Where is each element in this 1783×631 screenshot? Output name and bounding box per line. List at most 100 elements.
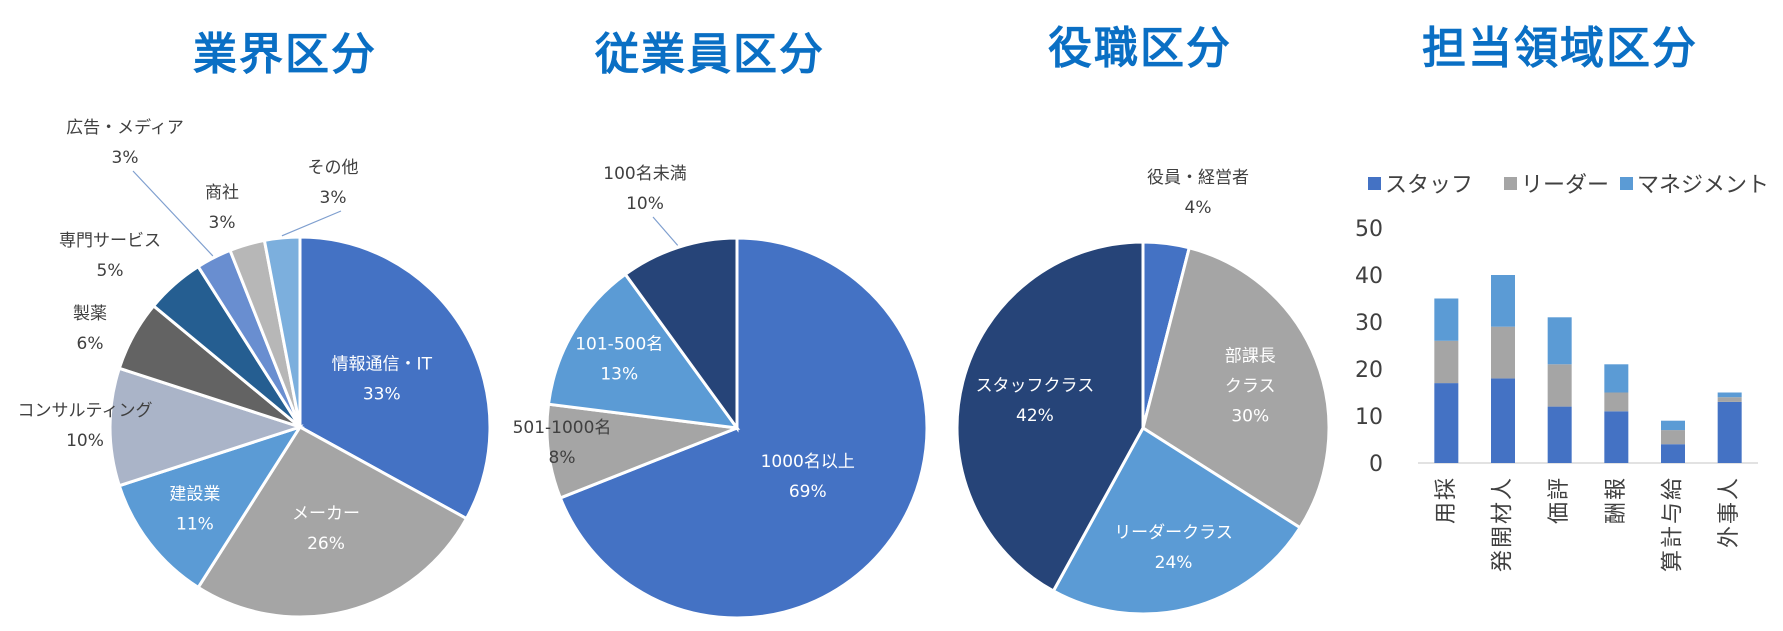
bar-legend: スタッフ リーダー マネジメント (1368, 173, 1769, 198)
x-category-char: 評 (1547, 478, 1572, 500)
bar-segment (1491, 326, 1515, 379)
bar-segment (1604, 364, 1629, 393)
x-category-char: 人 (1491, 478, 1516, 500)
pie-slice-value: 10% (626, 194, 664, 214)
pie-slice-value: 69% (789, 482, 827, 502)
pie-slice (545, 402, 738, 500)
x-category-label: 評価 (1547, 478, 1572, 524)
pie-slice-value: 3% (112, 148, 139, 168)
x-category-char: 採 (1434, 478, 1459, 500)
position-title: 役職区分 (1048, 23, 1232, 74)
pie-slice-name: メーカー (292, 504, 360, 524)
area-title: 担当領域区分 (1422, 23, 1698, 74)
bar-segment (1661, 430, 1685, 445)
bar-segment (1717, 392, 1742, 398)
y-tick-label: 30 (1355, 311, 1383, 336)
legend-swatch (1368, 177, 1381, 190)
x-category-char: 酬 (1604, 502, 1629, 524)
pie-slice-name: その他 (308, 158, 359, 178)
x-category-label: 採用 (1434, 478, 1459, 524)
legend-label: スタッフ (1385, 173, 1473, 198)
bar-segment (1547, 317, 1572, 365)
pie-slice-name: 501-1000名 (513, 418, 612, 438)
y-tick-label: 20 (1355, 358, 1383, 383)
bar-segment (1604, 411, 1629, 463)
bar-segment (1547, 406, 1572, 463)
x-category-char: 人 (1717, 478, 1742, 500)
pie-slice (558, 236, 929, 620)
x-category-char: 報 (1604, 478, 1629, 500)
pie-chart-2: 1000名以上 69% 501-1000名 8% 101-500名 13% 100名未満 10… (513, 164, 929, 620)
x-category-char: 用 (1434, 502, 1459, 524)
pie-slice-name: 部課長 (1225, 347, 1276, 367)
pie-slice (955, 240, 1145, 594)
pie-slice-value: 33% (363, 385, 401, 405)
bar-segment (1661, 420, 1685, 431)
pie-slice-name: 100名未満 (603, 164, 686, 184)
bar-segment (1604, 392, 1629, 412)
pie-slice-name: 役員・経営者 (1147, 168, 1249, 188)
x-category-label: 人事外 (1717, 478, 1742, 548)
pie-slice-value: 8% (549, 448, 576, 468)
pie-slice (546, 272, 741, 430)
leader-line (652, 216, 679, 246)
pie-slice (623, 236, 739, 433)
bar-segment (1434, 340, 1459, 384)
leader-line (132, 170, 214, 257)
x-category-char: 開 (1491, 526, 1516, 548)
bar-segment (1434, 298, 1459, 341)
pie-slice-name: 専門サービス (59, 231, 161, 251)
x-category-char: 与 (1661, 502, 1686, 524)
pie-slice-value: 13% (600, 364, 638, 384)
employees-title: 従業員区分 (595, 29, 825, 80)
x-category-char: 事 (1717, 502, 1742, 524)
y-tick-label: 50 (1355, 217, 1383, 242)
pie-slice-name: 商社 (205, 183, 239, 203)
bar-segment (1491, 275, 1515, 327)
pie-slice-name: 1000名以上 (761, 452, 855, 472)
legend-swatch (1620, 177, 1633, 190)
y-tick-label: 10 (1355, 405, 1383, 430)
pie-slice-name: スタッフクラス (976, 376, 1095, 396)
pie-slice-value: 4% (1185, 198, 1212, 218)
pie-slice-value: 11% (176, 515, 214, 535)
pie-slice-value: 5% (97, 261, 124, 281)
pie-slice (117, 424, 304, 590)
bar-segment (1717, 401, 1742, 463)
pie-slice-value: 30% (1231, 407, 1269, 427)
pie-slice-name: コンサルティング (18, 401, 153, 421)
x-category-char: 材 (1491, 502, 1516, 524)
pie-slice-value: 10% (66, 431, 104, 451)
pie-slice (262, 235, 302, 428)
bar-segment (1661, 444, 1685, 463)
pie-slice-name: 建設業 (169, 485, 220, 505)
pie-slice (108, 366, 305, 488)
pie-slice-name: リーダークラス (1114, 523, 1233, 543)
bar-segment (1434, 383, 1459, 463)
pie-slice-name: 101-500名 (575, 334, 663, 354)
leader-line (281, 210, 342, 237)
pie-slice-value: 6% (77, 334, 104, 354)
bar-segment (1717, 397, 1742, 402)
x-category-char: 計 (1661, 526, 1686, 548)
y-tick-label: 40 (1355, 264, 1383, 289)
pie-slice (1141, 246, 1331, 530)
legend-label: リーダー (1521, 173, 1609, 198)
y-tick-label: 0 (1369, 452, 1383, 477)
x-category-char: 価 (1547, 502, 1572, 524)
pie-slice-name: 広告・メディア (66, 117, 184, 138)
legend-swatch (1504, 177, 1517, 190)
pie-slice (196, 425, 469, 619)
pie-slice-name: 製薬 (73, 304, 107, 324)
legend-label: マネジメント (1637, 173, 1769, 198)
pie-slice-value: 3% (209, 213, 236, 233)
bar-segment (1491, 378, 1515, 463)
pie-slice-name: クラス (1225, 377, 1276, 397)
pie-slice (1051, 425, 1303, 616)
pie-slice-value: 24% (1155, 553, 1193, 573)
x-category-char: 給 (1661, 478, 1686, 500)
